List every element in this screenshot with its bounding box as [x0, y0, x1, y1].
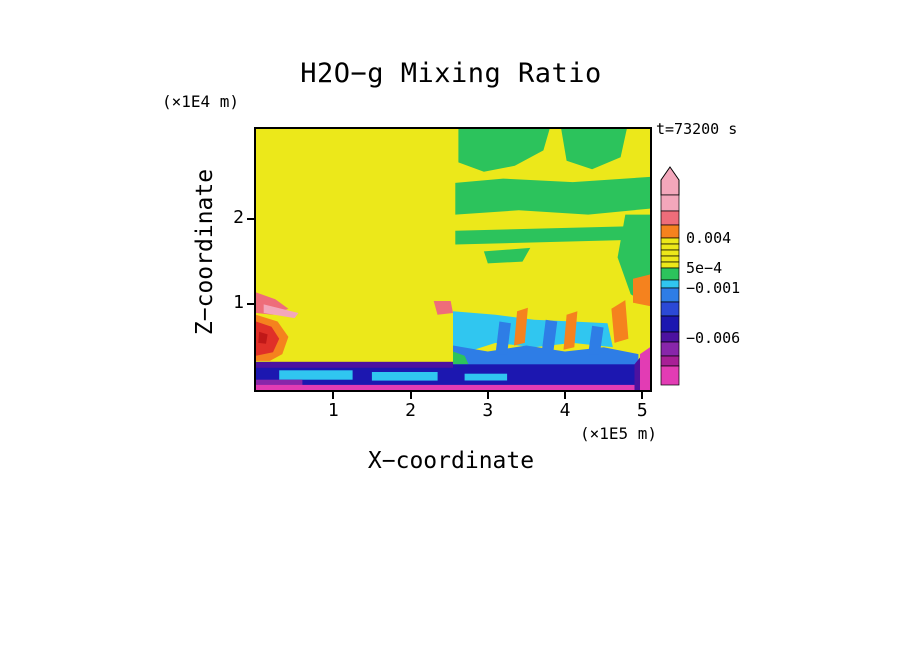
heatmap-field — [256, 129, 650, 390]
z-axis-label: Z−coordinate — [192, 168, 218, 336]
field-region-cyan — [279, 370, 353, 380]
colorbar-segment — [660, 267, 680, 281]
colorbar-value-label: −0.006 — [686, 328, 741, 347]
x-tick-mark — [409, 392, 412, 399]
field-region-green — [483, 247, 531, 264]
time-label: t=73200 s — [656, 120, 738, 138]
colorbar-segment — [660, 355, 680, 367]
plot-title: H2O−g Mixing Ratio — [300, 58, 602, 89]
x-tick-mark — [641, 392, 644, 399]
colorbar-segment — [660, 287, 680, 303]
field-region-green — [453, 351, 469, 365]
x-tick-label: 1 — [327, 400, 339, 421]
z-tick-label: 1 — [233, 292, 244, 314]
colorbar-segment — [660, 331, 680, 343]
field-region-salmon — [433, 301, 453, 315]
colorbar-segment — [660, 210, 680, 226]
field-region-green — [455, 176, 650, 215]
field-region-orange — [563, 311, 578, 350]
field-region-violet — [256, 361, 453, 368]
x-tick-mark — [486, 392, 489, 399]
field-region-blue — [541, 319, 558, 352]
x-tick-label: 3 — [482, 400, 494, 421]
colorbar-value-label: 5e−4 — [686, 258, 723, 277]
colorbar-arrow — [660, 166, 680, 196]
field-region-navy — [256, 364, 650, 386]
field-region-darkred — [258, 331, 268, 344]
colorbar-segment — [660, 315, 680, 333]
x-tick-label: 5 — [636, 400, 648, 421]
field-region-orange — [611, 300, 629, 343]
colorbar — [660, 166, 680, 386]
field-region-red — [256, 321, 280, 356]
field-region-blue — [495, 321, 511, 355]
field-region-blue — [588, 325, 604, 355]
colorbar-segment — [660, 261, 680, 269]
field-region-magenta — [640, 347, 650, 390]
z-tick-mark — [247, 217, 254, 220]
field-region-green — [458, 129, 550, 172]
colorbar-segment — [660, 237, 680, 245]
z-tick-mark — [247, 303, 254, 306]
colorbar-segment — [660, 243, 680, 251]
colorbar-segment — [660, 341, 680, 357]
colorbar-segment — [660, 301, 680, 317]
field-region-violet — [634, 357, 640, 390]
x-tick-label: 2 — [405, 400, 416, 421]
field-region-orange — [514, 307, 528, 346]
field-region-cyan — [464, 373, 508, 381]
colorbar-segment — [660, 279, 680, 289]
z-tick-label: 2 — [233, 206, 244, 228]
colorbar-segment — [660, 255, 680, 263]
field-region-green — [561, 129, 627, 170]
field-region-magenta — [256, 384, 650, 390]
colorbar-segment — [660, 365, 680, 386]
colorbar-segment — [660, 224, 680, 239]
colorbar-value-label: 0.004 — [686, 228, 732, 247]
x-axis-units-label: (×1E5 m) — [579, 424, 657, 443]
field-region-green — [455, 225, 650, 245]
field-region-cyan — [371, 372, 438, 381]
field-region-purple — [256, 379, 303, 386]
plot-area — [254, 127, 652, 392]
colorbar-segment — [660, 194, 680, 212]
field-region-pink — [263, 304, 299, 319]
colorbar-value-label: −0.001 — [686, 278, 741, 297]
x-tick-label: 4 — [559, 400, 571, 421]
x-tick-mark — [564, 392, 567, 399]
x-axis-label: X−coordinate — [367, 448, 535, 474]
colorbar-segment — [660, 249, 680, 257]
field-region-orange — [633, 274, 650, 307]
x-tick-mark — [332, 392, 335, 399]
z-axis-units-label: (×1E4 m) — [162, 92, 240, 111]
